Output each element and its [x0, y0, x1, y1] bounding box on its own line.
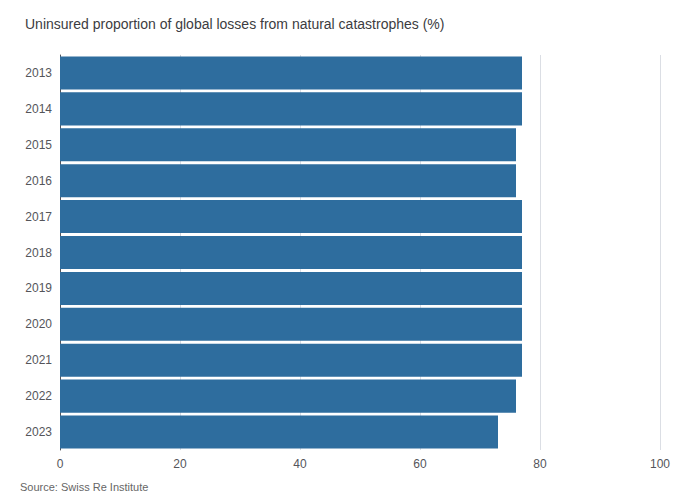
svg-text:2017: 2017 — [25, 210, 52, 224]
svg-text:2021: 2021 — [25, 353, 52, 367]
svg-text:2018: 2018 — [25, 246, 52, 260]
svg-text:0: 0 — [57, 457, 64, 471]
svg-text:80: 80 — [533, 457, 547, 471]
svg-text:2014: 2014 — [25, 102, 52, 116]
svg-text:2016: 2016 — [25, 174, 52, 188]
svg-text:60: 60 — [413, 457, 427, 471]
svg-text:Uninsured proportion of global: Uninsured proportion of global losses fr… — [25, 16, 444, 32]
svg-text:2022: 2022 — [25, 389, 52, 403]
svg-text:2015: 2015 — [25, 138, 52, 152]
svg-text:2013: 2013 — [25, 66, 52, 80]
svg-text:Source: Swiss Re Institute: Source: Swiss Re Institute — [20, 481, 148, 493]
svg-text:20: 20 — [173, 457, 187, 471]
svg-text:2023: 2023 — [25, 425, 52, 439]
svg-text:40: 40 — [293, 457, 307, 471]
svg-text:2020: 2020 — [25, 317, 52, 331]
svg-text:100: 100 — [650, 457, 670, 471]
svg-text:2019: 2019 — [25, 281, 52, 295]
